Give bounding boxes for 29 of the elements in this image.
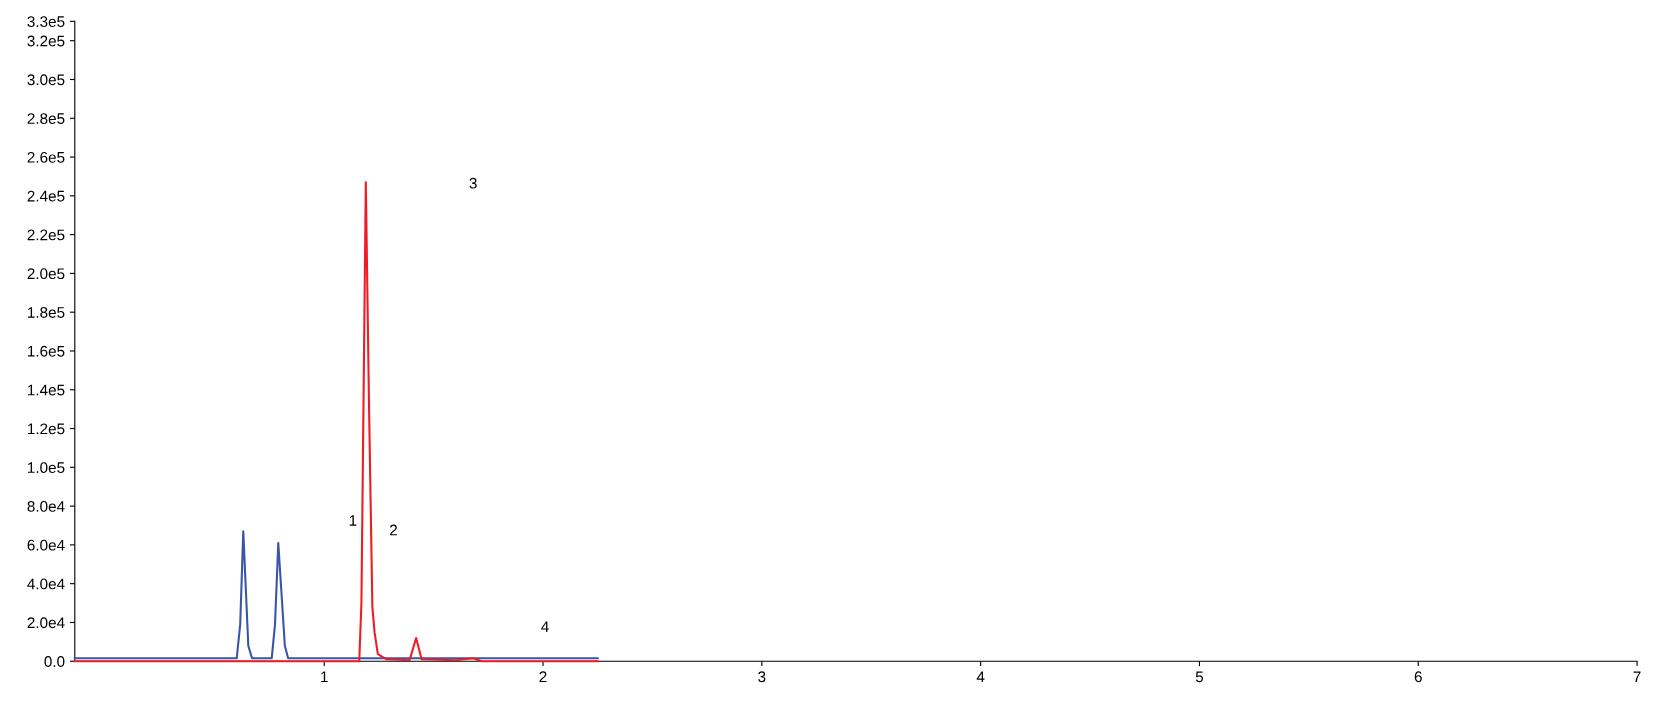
y-tick-label: 2.6e5: [27, 151, 65, 163]
y-tick-label: 2.0e4: [27, 617, 65, 629]
y-tick-label: 1.4e5: [28, 384, 65, 396]
y-tick-label: 8.0e4: [27, 500, 65, 512]
x-tick-label: 3: [758, 671, 766, 683]
y-tick-label: 6.0e4: [27, 539, 65, 551]
annotation: 4: [541, 621, 549, 632]
x-tick-label: 7: [1633, 671, 1641, 683]
y-tick-label: 1.0e5: [28, 462, 65, 474]
y-tick-label: 4.0e4: [27, 578, 65, 590]
y-tick-label: 3.2e5: [27, 35, 65, 47]
y-tick-label: 0.0: [44, 656, 65, 667]
x-tick-label: 1: [321, 671, 328, 683]
y-tick-label: 2.0e5: [27, 268, 65, 280]
y-tick-label: 1.6e5: [28, 345, 65, 357]
y-tick-label: 2.2e5: [27, 229, 65, 241]
y-tick-label: 2.4e5: [27, 190, 65, 202]
x-tick-label: 2: [539, 671, 547, 683]
y-tick-label: 2.8e5: [27, 113, 65, 124]
y-tick-label: 1.8e5: [28, 307, 65, 318]
x-tick-label: 6: [1414, 671, 1422, 683]
annotation: 1: [349, 515, 357, 526]
annotation: 2: [390, 524, 397, 536]
y-tick-label: 1.2e5: [28, 423, 65, 435]
annotation: 3: [469, 177, 477, 189]
y-tick-label: 3.0e5: [27, 74, 65, 86]
x-tick-label: 4: [976, 671, 985, 683]
y-tick-label: 3.3e5: [27, 16, 65, 28]
x-tick-label: 5: [1195, 671, 1204, 683]
